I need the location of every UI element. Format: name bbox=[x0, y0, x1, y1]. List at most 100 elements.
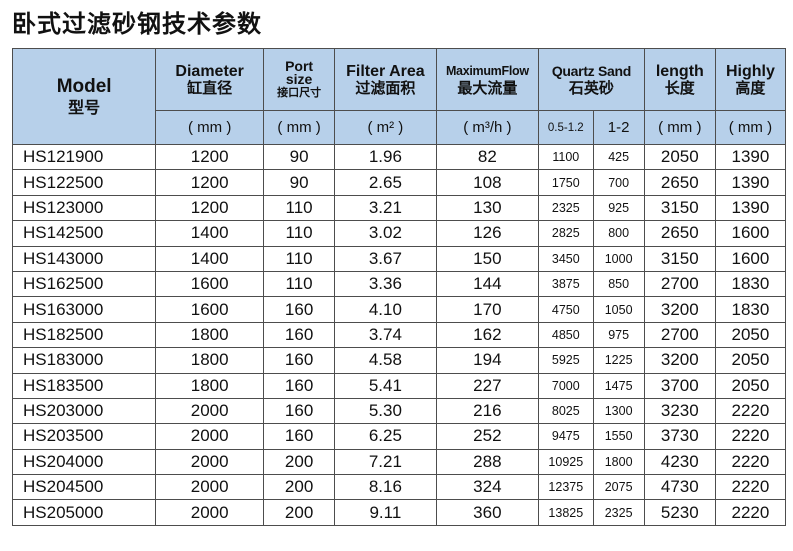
sand-a-cell: 12375 bbox=[538, 474, 594, 501]
filter-area-cell: 4.58 bbox=[334, 347, 437, 374]
header-diameter: Diameter 缸直径 bbox=[155, 48, 265, 111]
header-port-cn: 接口尺寸 bbox=[277, 86, 322, 99]
port-cell: 200 bbox=[263, 499, 336, 526]
table-row: HS163000 1600 160 4.10 170 4750 1050 3200 1830 bbox=[11, 296, 787, 323]
header-port-en-1: Port bbox=[285, 58, 314, 74]
header-flow-en: MaximumFlow bbox=[445, 63, 529, 78]
max-flow-cell: 360 bbox=[435, 499, 540, 526]
max-flow-cell: 194 bbox=[435, 347, 540, 374]
sand-b-cell: 800 bbox=[592, 220, 645, 247]
model-cell: HS143000 bbox=[11, 245, 157, 272]
sand-a-cell: 3450 bbox=[538, 245, 594, 272]
model-cell: HS123000 bbox=[11, 194, 157, 222]
diameter-cell: 1600 bbox=[155, 296, 265, 323]
port-cell: 90 bbox=[263, 143, 336, 171]
length-cell: 3150 bbox=[643, 194, 716, 222]
length-cell: 4730 bbox=[643, 474, 716, 501]
sand-b-cell: 1475 bbox=[592, 372, 645, 399]
sand-b-cell: 1050 bbox=[592, 296, 645, 323]
diameter-cell: 2000 bbox=[155, 397, 265, 425]
unit-max-flow: ( m³/h ) bbox=[435, 110, 540, 145]
filter-area-cell: 1.96 bbox=[334, 143, 437, 171]
header-height-cn: 高度 bbox=[735, 78, 766, 97]
sand-b-cell: 2075 bbox=[592, 474, 645, 501]
sand-b-cell: 2325 bbox=[592, 499, 645, 526]
diameter-cell: 2000 bbox=[155, 423, 265, 450]
port-cell: 110 bbox=[263, 194, 336, 222]
filter-area-cell: 5.30 bbox=[334, 397, 437, 425]
header-port: Port size 接口尺寸 bbox=[263, 48, 336, 111]
sand-a-cell: 4750 bbox=[538, 296, 594, 323]
max-flow-cell: 108 bbox=[435, 169, 540, 196]
table-row: HS204000 2000 200 7.21 288 10925 1800 4230 2220 bbox=[11, 448, 787, 476]
header-row: Model 型号 Diameter 缸直径 Port size 接口尺寸 Fil… bbox=[11, 48, 787, 145]
max-flow-cell: 324 bbox=[435, 474, 540, 501]
diameter-cell: 1200 bbox=[155, 194, 265, 222]
header-length: length 长度 bbox=[643, 48, 716, 111]
diameter-cell: 1800 bbox=[155, 372, 265, 399]
header-length-cn: 长度 bbox=[664, 78, 695, 97]
max-flow-cell: 227 bbox=[435, 372, 540, 399]
table-row: HS122500 1200 90 2.65 108 1750 700 2650 1390 bbox=[11, 169, 787, 196]
header-sand-en: Quartz Sand bbox=[551, 62, 631, 79]
length-cell: 2050 bbox=[643, 143, 716, 171]
filter-area-cell: 9.11 bbox=[334, 499, 437, 526]
model-cell: HS183500 bbox=[11, 372, 157, 399]
header-max-flow: MaximumFlow 最大流量 bbox=[435, 48, 540, 111]
sand-a-cell: 4850 bbox=[538, 321, 594, 349]
length-cell: 2650 bbox=[643, 220, 716, 247]
sand-b-cell: 700 bbox=[592, 169, 645, 196]
filter-area-cell: 3.67 bbox=[334, 245, 437, 272]
port-cell: 160 bbox=[263, 423, 336, 450]
length-cell: 4230 bbox=[643, 448, 716, 476]
port-cell: 160 bbox=[263, 372, 336, 399]
sand-a-cell: 13825 bbox=[538, 499, 594, 526]
header-model-en: Model bbox=[56, 75, 112, 97]
page-title: 卧式过滤砂钢技术参数 bbox=[12, 10, 262, 38]
header-model-cn: 型号 bbox=[68, 97, 101, 117]
port-cell: 110 bbox=[263, 245, 336, 272]
header-filter-en: Filter Area bbox=[346, 62, 425, 80]
sand-b-cell: 1550 bbox=[592, 423, 645, 450]
header-flow-cn: 最大流量 bbox=[457, 78, 518, 97]
length-cell: 2700 bbox=[643, 270, 716, 298]
filter-area-cell: 3.02 bbox=[334, 220, 437, 247]
model-cell: HS205000 bbox=[11, 499, 157, 526]
height-cell: 1830 bbox=[714, 270, 787, 298]
port-cell: 90 bbox=[263, 169, 336, 196]
header-sand-cn: 石英砂 bbox=[568, 78, 614, 97]
max-flow-cell: 82 bbox=[435, 143, 540, 171]
height-cell: 2220 bbox=[714, 474, 787, 501]
model-cell: HS121900 bbox=[11, 143, 157, 171]
sand-a-cell: 1100 bbox=[538, 143, 594, 171]
height-cell: 2220 bbox=[714, 423, 787, 450]
sand-a-cell: 3875 bbox=[538, 270, 594, 298]
header-length-en: length bbox=[655, 62, 704, 80]
sand-a-cell: 9475 bbox=[538, 423, 594, 450]
table-row: HS162500 1600 110 3.36 144 3875 850 2700 1830 bbox=[11, 270, 787, 298]
sand-b-cell: 1225 bbox=[592, 347, 645, 374]
max-flow-cell: 130 bbox=[435, 194, 540, 222]
header-filter-area: Filter Area 过滤面积 bbox=[334, 48, 437, 111]
model-cell: HS182500 bbox=[11, 321, 157, 349]
model-cell: HS203000 bbox=[11, 397, 157, 425]
diameter-cell: 1200 bbox=[155, 169, 265, 196]
diameter-cell: 1200 bbox=[155, 143, 265, 171]
spec-table: Model 型号 Diameter 缸直径 Port size 接口尺寸 Fil… bbox=[11, 48, 787, 526]
filter-area-cell: 6.25 bbox=[334, 423, 437, 450]
unit-row: ( mm ) ( mm ) ( m² ) ( m³/h ) 0.5-1.2 1-… bbox=[13, 110, 787, 145]
filter-area-cell: 2.65 bbox=[334, 169, 437, 196]
port-cell: 160 bbox=[263, 296, 336, 323]
height-cell: 1600 bbox=[714, 220, 787, 247]
length-cell: 5230 bbox=[643, 499, 716, 526]
height-cell: 1830 bbox=[714, 296, 787, 323]
height-cell: 1390 bbox=[714, 194, 787, 222]
header-height: Highly 高度 bbox=[714, 48, 787, 111]
port-cell: 160 bbox=[263, 397, 336, 425]
sand-b-cell: 1300 bbox=[592, 397, 645, 425]
height-cell: 1600 bbox=[714, 245, 787, 272]
height-cell: 2050 bbox=[714, 372, 787, 399]
table-row: HS183000 1800 160 4.58 194 5925 1225 3200 2050 bbox=[11, 347, 787, 374]
length-cell: 3200 bbox=[643, 296, 716, 323]
filter-area-cell: 3.74 bbox=[334, 321, 437, 349]
